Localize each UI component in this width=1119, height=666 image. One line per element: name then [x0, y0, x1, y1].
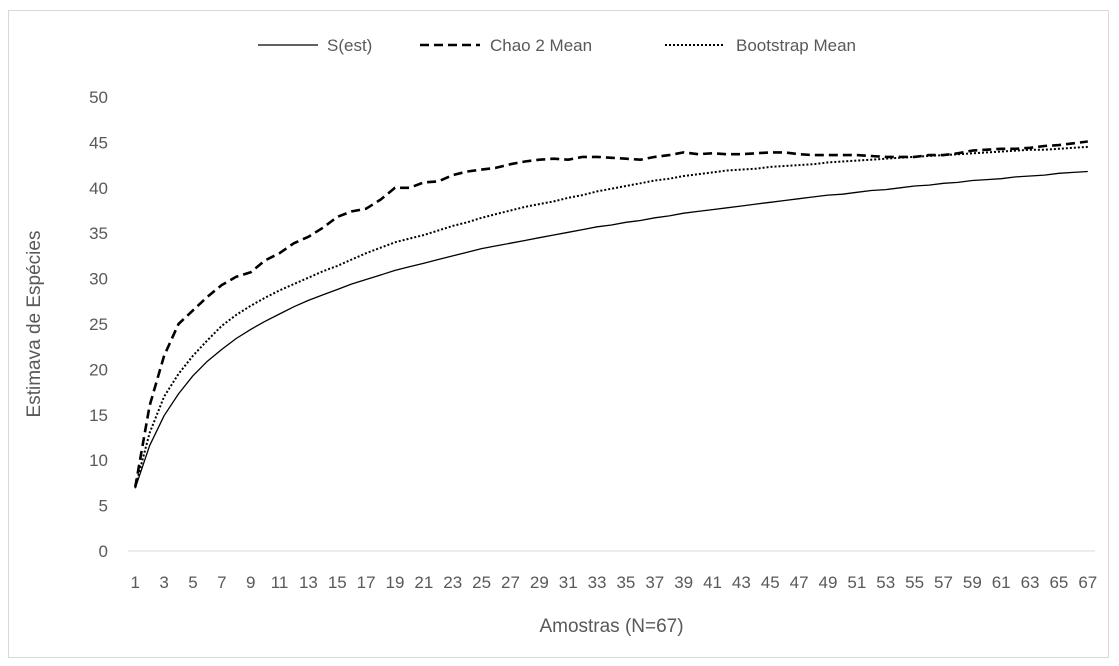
y-tick-label: 25 [89, 315, 108, 334]
x-tick-label: 7 [217, 573, 226, 592]
x-tick-label: 3 [159, 573, 168, 592]
y-tick-label: 45 [89, 133, 108, 152]
x-tick-label: 51 [847, 573, 866, 592]
series-line-bootstrap-mean [134, 145, 1088, 488]
x-tick-label: 39 [674, 573, 693, 592]
x-axis-ticks: 1 3 5 7 9 11 13 15 17 19 21 23 25 27 29 31 33 35 37 39 41 43 4… [130, 573, 1097, 592]
x-tick-label: 25 [472, 573, 491, 592]
legend-label: Chao 2 Mean [490, 36, 592, 55]
y-tick-label: 40 [89, 179, 108, 198]
x-tick-label: 19 [386, 573, 405, 592]
x-tick-label: 67 [1078, 573, 1097, 592]
x-axis-label: Amostras (N=67) [539, 616, 683, 637]
x-tick-label: 29 [530, 573, 549, 592]
x-tick-label: 9 [246, 573, 255, 592]
x-tick-label: 1 [130, 573, 139, 592]
x-tick-label: 43 [732, 573, 751, 592]
x-tick-label: 31 [559, 573, 578, 592]
y-tick-label: 10 [89, 451, 108, 470]
y-axis-label: Estimava de Espécies [24, 231, 45, 418]
x-tick-label: 21 [414, 573, 433, 592]
x-tick-label: 33 [588, 573, 607, 592]
x-tick-label: 41 [703, 573, 722, 592]
x-tick-label: 59 [963, 573, 982, 592]
y-tick-label: 30 [89, 270, 108, 289]
x-tick-label: 47 [790, 573, 809, 592]
x-tick-label: 49 [819, 573, 838, 592]
series-line-chao-2-mean [133, 140, 1088, 488]
legend-label: S(est) [327, 36, 372, 55]
x-tick-label: 15 [328, 573, 347, 592]
x-tick-label: 27 [501, 573, 520, 592]
x-tick-label: 13 [299, 573, 318, 592]
x-tick-label: 5 [188, 573, 197, 592]
chart-frame [8, 10, 1109, 658]
x-tick-label: 45 [761, 573, 780, 592]
x-tick-label: 53 [876, 573, 895, 592]
x-tick-label: 23 [443, 573, 462, 592]
x-tick-label: 17 [357, 573, 376, 592]
y-tick-label: 20 [89, 360, 108, 379]
x-tick-label: 55 [905, 573, 924, 592]
x-tick-label: 35 [616, 573, 635, 592]
legend: S(est) Chao 2 Mean Bootstrap Mean [258, 36, 856, 55]
y-tick-label: 35 [89, 224, 108, 243]
x-tick-label: 61 [992, 573, 1011, 592]
y-tick-label: 0 [99, 542, 108, 561]
y-tick-label: 5 [99, 497, 108, 516]
x-tick-label: 57 [934, 573, 953, 592]
series-line-s-est [134, 170, 1088, 489]
y-tick-label: 15 [89, 406, 108, 425]
series-layer [133, 140, 1088, 489]
x-tick-label: 63 [1021, 573, 1040, 592]
legend-label: Bootstrap Mean [736, 36, 856, 55]
x-tick-label: 65 [1049, 573, 1068, 592]
x-tick-label: 37 [645, 573, 664, 592]
y-axis-ticks: 0 5 10 15 20 25 30 35 40 45 50 [89, 88, 108, 561]
y-tick-label: 50 [89, 88, 108, 107]
x-tick-label: 11 [271, 573, 289, 592]
